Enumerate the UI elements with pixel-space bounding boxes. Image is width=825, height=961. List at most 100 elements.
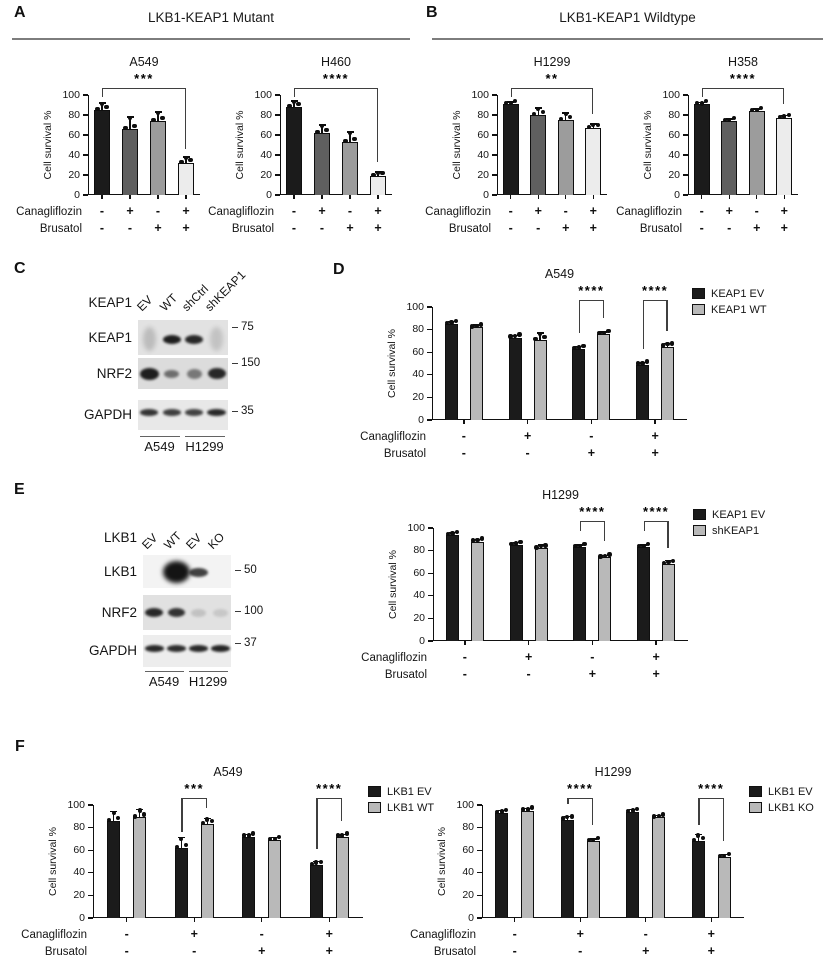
protein-band (188, 645, 208, 652)
y-tick-mark (83, 114, 88, 116)
marker-dash (235, 643, 241, 645)
significance-label: **** (698, 781, 725, 796)
y-tick-mark (427, 396, 432, 399)
x-tick-mark (645, 918, 647, 922)
treatment-sign: + (258, 944, 266, 958)
significance-label: **** (316, 781, 343, 796)
data-dot (542, 334, 547, 339)
y-tick-mark (427, 419, 432, 421)
y-tick-label: 40 (68, 148, 80, 161)
significance-bracket (102, 88, 186, 90)
x-tick-mark (185, 195, 187, 199)
plot-area (433, 528, 688, 641)
significance-bracket (102, 88, 104, 97)
cell-line-label: A549 (144, 439, 175, 454)
legend-item: LKB1 KO (749, 799, 825, 814)
significance-bracket (591, 798, 594, 826)
treatment-label: Brusatol (44, 946, 87, 958)
bar (509, 544, 523, 641)
x-tick-mark (321, 195, 323, 199)
bar (572, 348, 586, 420)
blot-gene-label: KEAP1 (88, 295, 132, 310)
significance-bracket (316, 798, 343, 800)
data-dot (518, 539, 523, 545)
data-dot (525, 807, 530, 812)
chart-title: H460 (321, 55, 351, 69)
y-tick-label: 100 (67, 798, 85, 811)
protein-band (166, 645, 186, 652)
treatment-sign: + (780, 204, 788, 218)
panel-a-header: LKB1-KEAP1 Mutant (147, 10, 275, 25)
protein-band (210, 327, 224, 352)
data-dot (630, 808, 635, 813)
y-tick-label: 100 (407, 521, 425, 534)
chart-title: A549 (129, 55, 159, 69)
plot-area (482, 805, 744, 918)
data-dot (160, 115, 165, 121)
y-tick-mark (88, 849, 93, 851)
blot-gene-label: LKB1 (103, 530, 137, 545)
y-tick-label: 60 (668, 128, 680, 141)
y-tick-mark (492, 114, 497, 116)
data-dot (200, 821, 205, 826)
treatment-sign: + (523, 429, 532, 443)
protein-band (162, 409, 181, 416)
y-tick-mark (477, 849, 482, 851)
legend-label: KEAP1 WT (711, 303, 767, 316)
y-tick-label: 100 (254, 88, 272, 101)
data-dot (151, 117, 156, 123)
legend-swatch (368, 786, 381, 798)
data-dot (205, 817, 210, 822)
data-dot (380, 170, 385, 176)
error-bar (157, 112, 159, 121)
error-bar (180, 837, 182, 848)
data-dot (246, 833, 251, 838)
panel-letter-d: D (333, 261, 346, 278)
data-dot (607, 552, 612, 557)
significance-bracket (567, 798, 569, 804)
treatment-label: Canagliflozin (21, 929, 87, 941)
treatment-sign: - (727, 221, 732, 235)
bar (717, 856, 731, 918)
error-bar (537, 108, 539, 115)
y-tick-label: 80 (668, 108, 680, 121)
significance-bracket (642, 300, 668, 302)
y-tick-label: 20 (412, 390, 424, 403)
protein-band (162, 561, 190, 584)
data-dot (296, 101, 301, 107)
legend-item: LKB1 EV (368, 783, 486, 798)
data-dot (786, 112, 791, 118)
molecular-weight-marker: 37 (244, 637, 257, 649)
lane-label: KO (205, 529, 228, 552)
data-dot (573, 544, 578, 549)
bar (469, 327, 483, 420)
data-dot (665, 341, 670, 347)
treatment-sign: + (753, 221, 761, 235)
x-tick-mark (193, 918, 195, 922)
data-dot (586, 837, 591, 843)
y-tick-mark (492, 154, 497, 156)
y-tick-mark (428, 595, 433, 597)
y-tick-mark (477, 872, 482, 874)
significance-label: *** (184, 781, 205, 796)
treatment-label: Brusatol (433, 946, 476, 958)
y-tick-label: 80 (412, 323, 424, 336)
y-tick-mark (683, 114, 688, 116)
marker-dash (235, 569, 241, 572)
data-dot (660, 343, 666, 348)
significance-bracket (603, 521, 605, 542)
data-dot (695, 100, 700, 106)
bar (122, 129, 138, 195)
significance-bracket (316, 798, 318, 849)
y-tick-label: 20 (477, 168, 489, 181)
treatment-sign: + (587, 446, 596, 460)
blot-row-label: GAPDH (88, 643, 137, 658)
data-dot (565, 815, 570, 820)
significance-bracket (376, 88, 378, 162)
data-dot (731, 115, 736, 121)
data-dot (533, 336, 538, 341)
chart-d-a549: A549 Cell survival % 0 20 40 60 80 100 **** **** K… (332, 267, 817, 466)
significance-label: **** (578, 283, 605, 298)
lane-label: EV (139, 530, 161, 552)
treatment-sign: + (707, 944, 715, 958)
